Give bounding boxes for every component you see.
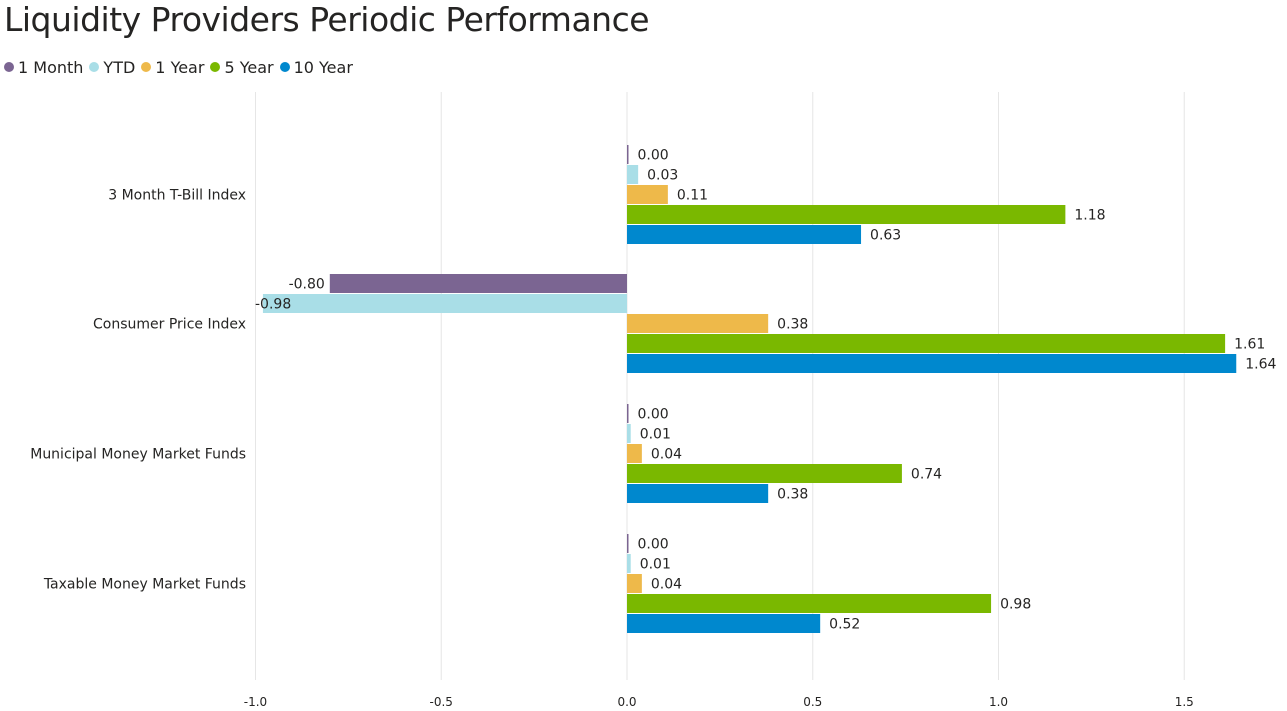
chart-title: Liquidity Providers Periodic Performance: [4, 0, 650, 39]
bar[interactable]: [627, 354, 1237, 373]
x-tick-label: -0.5: [430, 695, 453, 709]
data-label: 1.64: [1245, 357, 1276, 373]
x-tick-label: 0.0: [617, 695, 636, 709]
legend-marker: [89, 62, 100, 72]
legend-marker: [279, 62, 290, 72]
legend-label: 5 Year: [224, 57, 274, 77]
legend-label: 1 Month: [18, 57, 84, 77]
data-label: 1.18: [1074, 208, 1105, 224]
gridlines: [255, 92, 1185, 680]
bar[interactable]: [627, 334, 1226, 353]
data-label: 0.01: [640, 427, 671, 443]
data-label: 0.01: [640, 557, 671, 573]
bar[interactable]: [627, 614, 821, 633]
x-tick-label: -1.0: [244, 695, 267, 709]
bar[interactable]: [627, 185, 668, 204]
legend-item-10-year[interactable]: 10 Year: [279, 57, 353, 77]
data-label: 0.04: [651, 577, 682, 593]
category-label: 3 Month T-Bill Index: [108, 188, 246, 204]
x-tick-label: 1.0: [989, 695, 1008, 709]
data-label: -0.98: [255, 297, 291, 313]
chart-legend: 1 Month YTD 1 Year 5 Year 10 Year: [4, 56, 359, 78]
category-label: Municipal Money Market Funds: [30, 447, 246, 463]
bar[interactable]: [329, 274, 627, 293]
x-tick-label: 1.5: [1175, 695, 1194, 709]
legend-item-1-year[interactable]: 1 Year: [141, 58, 204, 77]
data-label: 0.00: [638, 407, 669, 423]
bar[interactable]: [627, 145, 629, 164]
bar[interactable]: [627, 554, 631, 573]
bar[interactable]: [262, 294, 627, 313]
legend-marker: [210, 62, 221, 72]
bars: [262, 145, 1237, 633]
data-label: 0.38: [777, 317, 808, 333]
x-tick-label: 0.5: [803, 695, 822, 709]
data-label: -0.80: [289, 277, 325, 293]
legend-item-1-month[interactable]: 1 Month: [4, 58, 83, 77]
bar[interactable]: [627, 225, 862, 244]
legend-marker: [141, 62, 152, 72]
bar[interactable]: [627, 484, 769, 503]
bar[interactable]: [627, 534, 629, 553]
bar[interactable]: [627, 574, 642, 593]
data-label: 0.11: [677, 188, 708, 204]
bar[interactable]: [627, 594, 992, 613]
data-label: 0.00: [638, 148, 669, 164]
legend-marker: [4, 62, 14, 72]
data-label: 0.63: [870, 228, 901, 244]
bar[interactable]: [627, 464, 902, 483]
data-label: 0.03: [647, 168, 678, 184]
data-label: 0.00: [638, 537, 669, 553]
bar[interactable]: [627, 314, 769, 333]
legend-label: 10 Year: [293, 57, 353, 77]
legend-label: YTD: [103, 57, 136, 77]
data-label: 0.04: [651, 447, 682, 463]
legend-item-ytd[interactable]: YTD: [89, 58, 135, 77]
category-labels: 3 Month T-Bill Index Consumer Price Index…: [30, 188, 246, 593]
legend-label: 1 Year: [155, 57, 205, 77]
data-label: 0.98: [1000, 597, 1031, 613]
data-label: 0.38: [777, 487, 808, 503]
category-label: Taxable Money Market Funds: [43, 577, 246, 593]
category-label: Consumer Price Index: [93, 317, 246, 333]
data-label: 1.61: [1234, 337, 1265, 353]
bar[interactable]: [627, 424, 631, 443]
bar[interactable]: [627, 404, 629, 423]
data-label: 0.52: [829, 617, 860, 633]
bar[interactable]: [627, 205, 1066, 224]
bar[interactable]: [627, 165, 639, 184]
x-axis-ticks: -1.0 -0.5 0.0 0.5 1.0 1.5: [244, 695, 1194, 709]
bar[interactable]: [627, 444, 642, 463]
legend-item-5-year[interactable]: 5 Year: [210, 57, 274, 77]
data-label: 0.74: [911, 467, 942, 483]
data-labels: 0.00 0.03 0.11 1.18 0.63 -0.80 -0.98 0.38 1.61 1.…: [255, 148, 1277, 633]
